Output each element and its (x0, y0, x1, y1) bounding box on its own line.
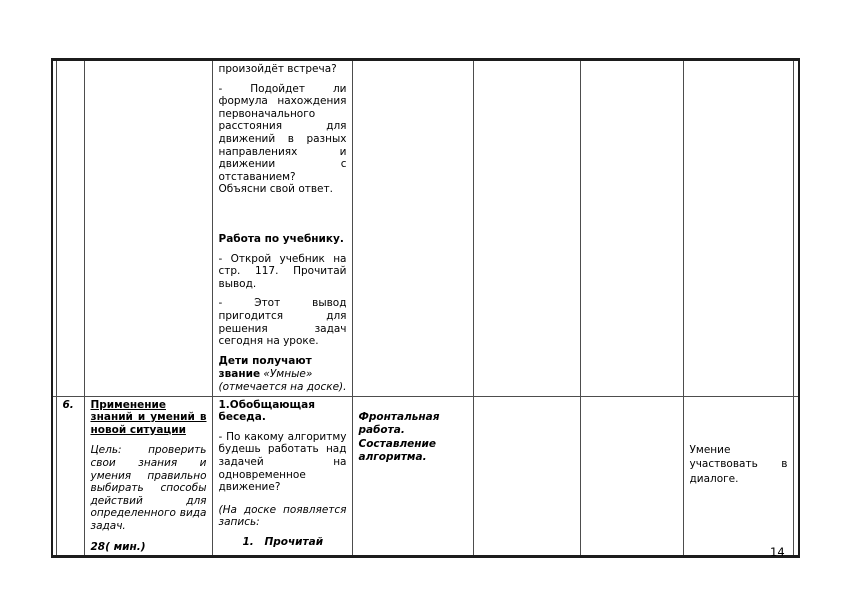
stage-name-cell: Применение знаний и умений в новой ситуа… (83, 395, 213, 558)
page-number: 14 (770, 545, 785, 559)
award-text-bold: Дети получают звание (218, 354, 312, 380)
edge-spacer-cell (792, 395, 800, 558)
stage-number-cell-empty (55, 59, 85, 397)
teacher-activity-cell: 1.Обобщающая беседа. - По какому алгорит… (211, 395, 353, 558)
work-forms-cell: Фронтальная работа. Составление алгоритм… (351, 395, 474, 558)
edge-spacer-cell (792, 59, 800, 397)
textbook-step1-text: - Открой учебник на стр. 117. Прочитай в… (218, 252, 347, 290)
teacher-activity-cell: произойдёт встреча? - Подойдет ли формул… (211, 59, 353, 397)
empty-cell (472, 395, 581, 558)
question-tail-text: произойдёт встреча? (218, 63, 337, 75)
uud-cell-empty (682, 59, 794, 397)
table-row-stage-6: 6. Применение знаний и умений в новой си… (51, 395, 800, 558)
textbook-step2-text: - Этот вывод пригодится для решения зада… (218, 297, 347, 348)
stage-goal-text: Цель: проверить свои знания и умения пра… (90, 444, 207, 533)
board-note-text: (На доске появляется запись: (218, 503, 347, 529)
award-text: Дети получают звание «Умные» (отмечается… (219, 355, 347, 394)
award-note-text: (отмечается на доске). (218, 380, 347, 393)
uud-skill-text: Умение участвовать в диалоге. (689, 443, 788, 485)
award-title-text: «Умные» (263, 367, 313, 380)
activity-heading-text: 1.Обобщающая беседа. (218, 398, 315, 424)
table-row-continuation: произойдёт встреча? - Подойдет ли формул… (51, 59, 800, 397)
textbook-work-heading: Работа по учебнику. (218, 232, 344, 245)
lesson-plan-table: произойдёт встреча? - Подойдет ли формул… (51, 58, 800, 559)
empty-cell (579, 59, 684, 397)
algorithm-step-item: 1. Прочитай (243, 536, 347, 549)
stage-number-cell: 6. (55, 395, 85, 558)
stage-name-cell-empty (83, 59, 213, 397)
activity-question-text: - По какому алгоритму будешь работать на… (218, 430, 347, 494)
stage-name-text: Применение знаний и умений в новой ситуа… (90, 398, 207, 436)
empty-cell (579, 395, 684, 558)
formula-question-text: - Подойдет ли формула нахождения первона… (218, 82, 347, 196)
uud-cell: Умение участвовать в диалоге. (682, 395, 794, 558)
algorithm-step-text: Прочитай (264, 536, 324, 549)
work-form-text: Фронтальная работа. Составление алгоритм… (358, 410, 440, 464)
stage-duration-text: 28( мин.) (90, 540, 146, 553)
empty-cell (472, 59, 581, 397)
work-forms-cell-empty (351, 59, 474, 397)
algorithm-step-number: 1. (242, 536, 254, 549)
